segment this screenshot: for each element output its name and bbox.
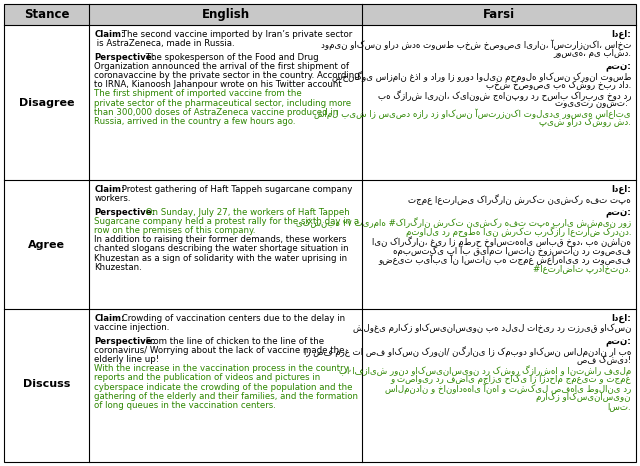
- Text: coronavirus/ Worrying about the lack of vaccine made the: coronavirus/ Worrying about the lack of …: [94, 346, 345, 355]
- Text: Khuzestan as a sign of solidarity with the water uprising in: Khuzestan as a sign of solidarity with t…: [94, 254, 348, 263]
- Text: شلوغی مراکز واکسیناسیون به دلیل تاخیر در تزریق واکسن: شلوغی مراکز واکسیناسیون به دلیل تاخیر در…: [353, 323, 631, 333]
- Text: In addition to raising their former demands, these workers: In addition to raising their former dema…: [94, 235, 347, 244]
- Text: Protest gathering of Haft Tappeh sugarcane company: Protest gathering of Haft Tappeh sugarca…: [119, 185, 352, 194]
- Text: coronavaccine by the private sector in the country. According: coronavaccine by the private sector in t…: [94, 71, 360, 80]
- Text: ادعا:: ادعا:: [611, 314, 631, 323]
- Text: On Sunday, July 27, the workers of Haft Tappeh: On Sunday, July 27, the workers of Haft …: [143, 208, 350, 217]
- Text: Agree: Agree: [28, 240, 65, 250]
- Text: شامل بیش از سیصد هزار دز واکسن آسترزنکا تولیدی روسیه ساعاتی: شامل بیش از سیصد هزار دز واکسن آسترزنکا …: [314, 109, 631, 119]
- Text: بخش خصوصی به کشور خبر داد.: بخش خصوصی به کشور خبر داد.: [486, 81, 631, 90]
- Text: of long queues in the vaccination centers.: of long queues in the vaccination center…: [94, 401, 276, 410]
- Text: یکشنبه ۲۷ تیرماه #کارگران شرکت نیشکر هفت تپه برای ششمین روز: یکشنبه ۲۷ تیرماه #کارگران شرکت نیشکر هفت…: [296, 217, 631, 228]
- Text: توییتر نوشت:: توییتر نوشت:: [556, 99, 631, 108]
- Text: English: English: [202, 8, 250, 21]
- Text: Perspective:: Perspective:: [94, 336, 156, 346]
- Text: Perspective:: Perspective:: [94, 208, 156, 217]
- Text: ادعا:: ادعا:: [611, 30, 631, 39]
- Text: private sector of the pharmaceutical sector, including more: private sector of the pharmaceutical sec…: [94, 98, 351, 108]
- Bar: [4, 4, 636, 25]
- Text: دومین واکسن وارد شده توسط بخش خصوصی ایران، آسترازنکا، ساخت: دومین واکسن وارد شده توسط بخش خصوصی ایرا…: [321, 39, 631, 50]
- Text: به گزارش ایرنا، کیانوش جهانپور در حساب کاربری خود در: به گزارش ایرنا، کیانوش جهانپور در حساب ک…: [378, 90, 631, 101]
- Text: Khuzestan.: Khuzestan.: [94, 263, 142, 272]
- Text: از صف مرغ تا صف واکسن کرونا/ نگرانی از کمبود واکسن سالمندان را به: از صف مرغ تا صف واکسن کرونا/ نگرانی از ک…: [303, 346, 631, 357]
- Text: row on the premises of this company.: row on the premises of this company.: [94, 226, 256, 235]
- Text: gathering of the elderly and their families, and the formation: gathering of the elderly and their famil…: [94, 392, 358, 401]
- Text: The first shipment of imported vaccine from the: The first shipment of imported vaccine f…: [94, 89, 302, 98]
- Text: workers.: workers.: [94, 194, 131, 203]
- Text: Stance: Stance: [24, 8, 69, 21]
- Text: متن:: متن:: [605, 62, 631, 71]
- Text: Claim:: Claim:: [94, 185, 125, 194]
- Text: reports and the publication of videos and pictures in: reports and the publication of videos an…: [94, 373, 321, 383]
- Text: تجمع اعتراضی کارگران شرکت نیشکر هفت تپه: تجمع اعتراضی کارگران شرکت نیشکر هفت تپه: [408, 194, 631, 205]
- Text: #اعتراضات پرداختند.: #اعتراضات پرداختند.: [533, 264, 631, 273]
- Text: The spokesperson of the Food and Drug: The spokesperson of the Food and Drug: [143, 53, 319, 62]
- Text: است.: است.: [607, 402, 631, 411]
- Text: ادعا:: ادعا:: [611, 185, 631, 194]
- Text: صف کشید!: صف کشید!: [577, 356, 631, 365]
- Text: سالمندان و خانواده‌های آن‌ها و تشکیل صف‌های طولانی در: سالمندان و خانواده‌های آن‌ها و تشکیل صف‌…: [385, 384, 631, 394]
- Text: وضعیت بی‌آبی آن استان به تجمع شعارهایی در توصیف: وضعیت بی‌آبی آن استان به تجمع شعارهایی د…: [378, 254, 631, 265]
- Text: این کارگران، غیر از مطرح خواسته‌های سابق خود، به نشانه: این کارگران، غیر از مطرح خواسته‌های سابق…: [372, 236, 631, 247]
- Text: Russia, arrived in the country a few hours ago.: Russia, arrived in the country a few hou…: [94, 117, 296, 126]
- Text: With the increase in the vaccination process in the country,: With the increase in the vaccination pro…: [94, 364, 352, 373]
- Text: to IRNA, Kianoosh Jahanpour wrote on his Twitter account: to IRNA, Kianoosh Jahanpour wrote on his…: [94, 80, 342, 89]
- Text: vaccine injection.: vaccine injection.: [94, 323, 170, 332]
- Text: متن:: متن:: [605, 208, 631, 217]
- Text: than 300,000 doses of AstraZeneca vaccine produced in: than 300,000 doses of AstraZeneca vaccin…: [94, 108, 339, 117]
- Text: elderly line up!: elderly line up!: [94, 355, 159, 364]
- Text: همبستگی با آب قیامت استان خوزستان در توصیف: همبستگی با آب قیامت استان خوزستان در توص…: [393, 245, 631, 256]
- Text: Sugarcane company held a protest rally for the sixth day in a: Sugarcane company held a protest rally f…: [94, 217, 360, 226]
- Text: From the line of chicken to the line of the: From the line of chicken to the line of …: [143, 336, 324, 346]
- Text: و تصاویر در فضای مجازی حاکی از ازدحام جمعیت و تجمع: و تصاویر در فضای مجازی حاکی از ازدحام جم…: [390, 374, 631, 384]
- Text: Discuss: Discuss: [23, 379, 70, 390]
- Text: cyberspace indicate the crowding of the population and the: cyberspace indicate the crowding of the …: [94, 383, 353, 391]
- Text: Farsi: Farsi: [483, 8, 515, 21]
- Text: سخنگوی سازمان غذا و دارو از ورود اولین محموله واکسن کرونا توسط: سخنگوی سازمان غذا و دارو از ورود اولین م…: [332, 71, 631, 82]
- Text: روسیه، می باشد.: روسیه، می باشد.: [553, 48, 631, 58]
- Text: chanted slogans describing the water shortage situation in: chanted slogans describing the water sho…: [94, 245, 349, 254]
- Text: Claim:: Claim:: [94, 314, 125, 323]
- Text: با افزایش روند واکسیناسیون در کشور گزارش‌ها و انتشار فیلم: با افزایش روند واکسیناسیون در کشور گزارش…: [339, 365, 631, 376]
- Text: Crowding of vaccination centers due to the delay in: Crowding of vaccination centers due to t…: [119, 314, 345, 323]
- Text: Organization announced the arrival of the first shipment of: Organization announced the arrival of th…: [94, 62, 349, 71]
- Text: متن:: متن:: [605, 337, 631, 346]
- Text: Perspective:: Perspective:: [94, 53, 156, 62]
- Text: The second vaccine imported by Iran’s private sector: The second vaccine imported by Iran’s pr…: [119, 30, 352, 39]
- Text: Disagree: Disagree: [19, 97, 74, 108]
- Text: پیش وارد کشور شد.: پیش وارد کشور شد.: [539, 118, 631, 127]
- Text: Claim:: Claim:: [94, 30, 125, 39]
- Text: is AstraZeneca, made in Russia.: is AstraZeneca, made in Russia.: [94, 39, 235, 48]
- Text: متوالی در محوطه این شرکت برگزار اعتراض کردند.: متوالی در محوطه این شرکت برگزار اعتراض ک…: [406, 226, 631, 237]
- Text: مراکز واکسیناسیون: مراکز واکسیناسیون: [536, 393, 631, 402]
